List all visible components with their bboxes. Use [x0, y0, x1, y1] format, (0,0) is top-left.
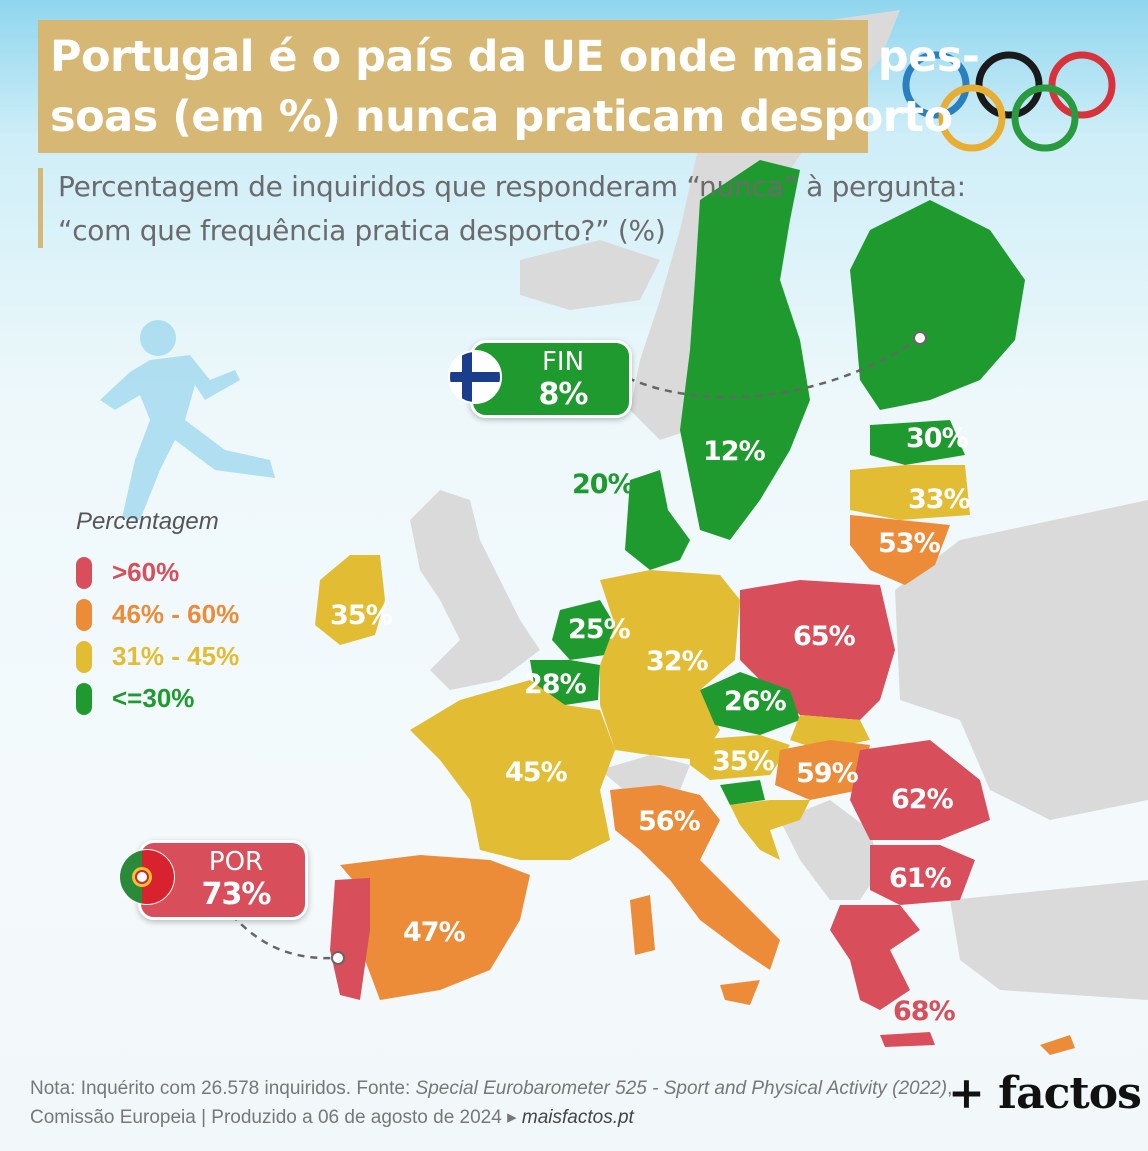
legend-swatch — [76, 641, 92, 673]
title-box: Portugal é o país da UE onde mais pes- s… — [38, 20, 980, 153]
por-marker — [331, 951, 345, 965]
label-spain: 47% — [403, 917, 466, 948]
ireland-shape — [315, 555, 385, 645]
legend-swatch — [76, 683, 92, 715]
subtitle-line-2: “com que frequência pratica desporto?” (… — [58, 214, 666, 247]
label-romania: 62% — [891, 784, 954, 815]
croatia-shape — [730, 800, 810, 860]
legend-label: >60% — [112, 557, 180, 587]
eastern-europe-shape — [895, 500, 1148, 820]
legend-item-orange: 46% - 60% — [76, 597, 296, 633]
slovakia-shape — [790, 715, 870, 750]
cyprus-shape — [1040, 1035, 1075, 1055]
germany-shape — [600, 570, 740, 760]
legend-label: 31% - 45% — [112, 641, 240, 671]
bulgaria-shape — [870, 845, 975, 905]
note-prefix: Nota: Inquérito com 26.578 inquiridos. F… — [30, 1078, 416, 1099]
crete-shape — [880, 1032, 935, 1047]
olympic-rings-icon — [902, 51, 1116, 152]
label-sweden: 12% — [703, 436, 766, 467]
label-austria: 35% — [712, 746, 775, 777]
legend-item-red: >60% — [76, 555, 296, 591]
hungary-shape — [775, 740, 870, 800]
note-suffix: , — [947, 1078, 953, 1099]
estonia-shape — [870, 420, 965, 465]
footer-note-line-2: Comissão Europeia | Produzido a 06 de ag… — [30, 1106, 634, 1129]
label-lithuania: 53% — [878, 528, 941, 559]
note-source: Special Eurobarometer 525 - Sport and Ph… — [415, 1078, 948, 1099]
legend-item-yellow: 31% - 45% — [76, 639, 296, 675]
balkans-shape — [780, 800, 880, 900]
sweden-shape — [680, 160, 810, 540]
runner-icon — [100, 320, 275, 520]
title-line-2: soas (em %) nunca praticam desporto — [50, 92, 953, 142]
legend-item-green: <=30% — [76, 681, 296, 717]
label-france: 45% — [505, 757, 568, 788]
lithuania-shape — [850, 515, 950, 585]
fin-connector — [627, 336, 921, 399]
italy-shape — [610, 785, 780, 970]
spain-shape — [340, 855, 530, 1000]
label-denmark: 20% — [572, 469, 635, 500]
callout-finland-value: 8% — [538, 377, 589, 412]
subtitle-line-1: Percentagem de inquiridos que respondera… — [58, 170, 966, 203]
finland-shape — [850, 200, 1025, 410]
callout-portugal-value: 73% — [201, 877, 272, 912]
turkey-shape — [950, 880, 1148, 1000]
legend-swatch — [76, 599, 92, 631]
iceland-shape — [520, 240, 660, 310]
label-bulgaria: 61% — [889, 863, 952, 894]
brand-logo: + factos — [948, 1068, 1142, 1119]
portugal-flag-icon — [119, 849, 175, 905]
greece-shape — [830, 905, 920, 1010]
austria-shape — [690, 735, 790, 780]
footer-note-line-1: Nota: Inquérito com 26.578 inquiridos. F… — [30, 1078, 952, 1100]
legend-title: Percentagem — [76, 508, 219, 535]
fin-marker — [913, 331, 927, 345]
label-latvia: 33% — [908, 484, 971, 515]
label-italy: 56% — [638, 806, 701, 837]
finland-flag-icon — [448, 350, 502, 404]
uk-shape — [410, 490, 540, 690]
title-line-1: Portugal é o país da UE onde mais pes- — [50, 32, 980, 82]
site-link[interactable]: maisfactos.pt — [521, 1107, 634, 1128]
france-shape — [410, 680, 615, 860]
switzerland-shape — [600, 755, 690, 795]
callout-portugal-code: POR — [208, 847, 264, 877]
sicily-shape — [720, 980, 760, 1005]
netherlands-shape — [552, 600, 615, 660]
legend-label: 46% - 60% — [112, 599, 240, 629]
label-germany: 32% — [646, 646, 709, 677]
slovenia-shape — [720, 780, 765, 805]
label-poland: 65% — [793, 621, 856, 652]
subtitle-accent-bar — [38, 168, 43, 248]
label-czechia: 26% — [724, 686, 787, 717]
denmark-shape — [625, 470, 690, 570]
poland-shape — [740, 580, 895, 720]
portugal-shape — [330, 878, 370, 1000]
czechia-shape — [700, 672, 800, 735]
latvia-shape — [850, 465, 970, 520]
romania-shape — [850, 740, 990, 840]
label-ireland: 35% — [330, 600, 393, 631]
sardinia-shape — [630, 895, 655, 955]
legend-label: <=30% — [112, 683, 195, 713]
label-belgium: 28% — [524, 669, 587, 700]
callout-finland: FIN 8% — [470, 340, 632, 418]
label-greece: 68% — [893, 996, 956, 1027]
callout-finland-code: FIN — [541, 347, 585, 377]
label-estonia: 30% — [906, 423, 969, 454]
legend-swatch — [76, 557, 92, 589]
por-connector — [231, 914, 339, 960]
label-netherlands: 25% — [568, 614, 631, 645]
label-hungary: 59% — [796, 758, 859, 789]
note-line-2-prefix: Comissão Europeia | Produzido a 06 de ag… — [30, 1107, 522, 1128]
